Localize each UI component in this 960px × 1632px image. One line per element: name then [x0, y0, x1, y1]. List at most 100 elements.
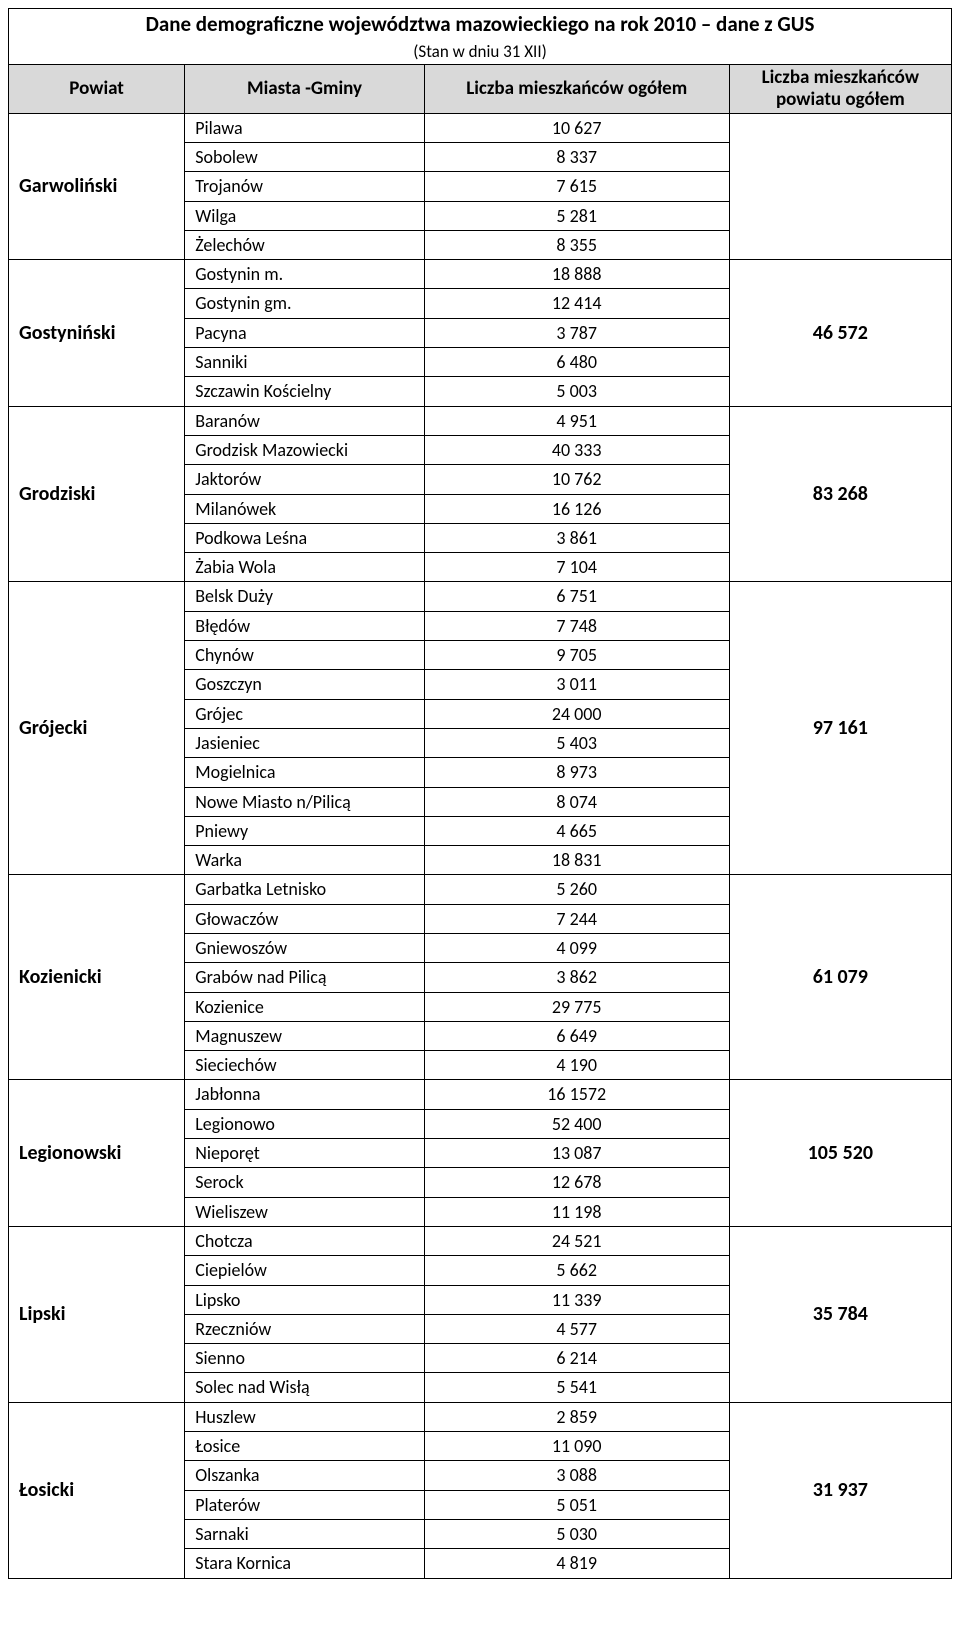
table-row: LipskiChotcza24 52135 784	[9, 1226, 952, 1255]
miasto-cell: Sieciechów	[185, 1051, 425, 1080]
population-cell: 4 819	[424, 1549, 729, 1578]
miasto-cell: Ciepielów	[185, 1256, 425, 1285]
population-cell: 7 244	[424, 904, 729, 933]
miasto-cell: Jasieniec	[185, 728, 425, 757]
powiat-total-cell	[729, 113, 951, 259]
population-cell: 3 011	[424, 670, 729, 699]
population-cell: 7 104	[424, 553, 729, 582]
population-cell: 3 787	[424, 318, 729, 347]
miasto-cell: Grodzisk Mazowiecki	[185, 435, 425, 464]
miasto-cell: Pniewy	[185, 816, 425, 845]
header-liczba-powiat-l2: powiatu ogółem	[776, 88, 905, 111]
header-liczba-ogolem: Liczba mieszkańców ogółem	[424, 65, 729, 114]
table-subtitle: (Stan w dniu 31 XII)	[9, 39, 952, 65]
population-cell: 5 281	[424, 201, 729, 230]
population-cell: 6 751	[424, 582, 729, 611]
header-miasta: Miasta -Gminy	[185, 65, 425, 114]
miasto-cell: Mogielnica	[185, 758, 425, 787]
miasto-cell: Garbatka Letnisko	[185, 875, 425, 904]
miasto-cell: Nowe Miasto n/Pilicą	[185, 787, 425, 816]
powiat-cell: Grodziski	[9, 406, 185, 582]
population-cell: 5 662	[424, 1256, 729, 1285]
population-cell: 6 214	[424, 1344, 729, 1373]
table-row: KozienickiGarbatka Letnisko5 26061 079	[9, 875, 952, 904]
population-cell: 11 198	[424, 1197, 729, 1226]
miasto-cell: Olszanka	[185, 1461, 425, 1490]
miasto-cell: Solec nad Wisłą	[185, 1373, 425, 1402]
header-powiat: Powiat	[9, 65, 185, 114]
miasto-cell: Chynów	[185, 641, 425, 670]
population-cell: 4 190	[424, 1051, 729, 1080]
miasto-cell: Żelechów	[185, 230, 425, 259]
miasto-cell: Grabów nad Pilicą	[185, 963, 425, 992]
miasto-cell: Sanniki	[185, 348, 425, 377]
population-cell: 3 862	[424, 963, 729, 992]
population-cell: 8 074	[424, 787, 729, 816]
miasto-cell: Belsk Duży	[185, 582, 425, 611]
miasto-cell: Żabia Wola	[185, 553, 425, 582]
powiat-total-cell: 105 520	[729, 1080, 951, 1226]
population-cell: 8 355	[424, 230, 729, 259]
table-title: Dane demograficzne województwa mazowieck…	[9, 9, 952, 40]
population-cell: 29 775	[424, 992, 729, 1021]
population-cell: 16 126	[424, 494, 729, 523]
powiat-cell: Lipski	[9, 1226, 185, 1402]
population-cell: 2 859	[424, 1402, 729, 1431]
miasto-cell: Jaktorów	[185, 465, 425, 494]
miasto-cell: Platerów	[185, 1490, 425, 1519]
miasto-cell: Pilawa	[185, 113, 425, 142]
miasto-cell: Chotcza	[185, 1226, 425, 1255]
population-cell: 3 861	[424, 523, 729, 552]
demographics-table: Dane demograficzne województwa mazowieck…	[8, 8, 952, 1579]
miasto-cell: Jabłonna	[185, 1080, 425, 1109]
title-row: Dane demograficzne województwa mazowieck…	[9, 9, 952, 40]
miasto-cell: Lipsko	[185, 1285, 425, 1314]
powiat-total-cell: 83 268	[729, 406, 951, 582]
table-body: GarwolińskiPilawa10 627Sobolew8 337Troja…	[9, 113, 952, 1578]
population-cell: 5 003	[424, 377, 729, 406]
miasto-cell: Błędów	[185, 611, 425, 640]
population-cell: 10 762	[424, 465, 729, 494]
population-cell: 18 831	[424, 846, 729, 875]
population-cell: 40 333	[424, 435, 729, 464]
population-cell: 18 888	[424, 260, 729, 289]
population-cell: 24 000	[424, 699, 729, 728]
miasto-cell: Grójec	[185, 699, 425, 728]
table-row: GrodziskiBaranów4 95183 268	[9, 406, 952, 435]
miasto-cell: Łosice	[185, 1432, 425, 1461]
population-cell: 7 615	[424, 172, 729, 201]
population-cell: 5 541	[424, 1373, 729, 1402]
subtitle-row: (Stan w dniu 31 XII)	[9, 39, 952, 65]
powiat-cell: Kozienicki	[9, 875, 185, 1080]
miasto-cell: Gostynin m.	[185, 260, 425, 289]
population-cell: 6 480	[424, 348, 729, 377]
population-cell: 11 339	[424, 1285, 729, 1314]
header-liczba-powiat-l1: Liczba mieszkańców	[762, 66, 919, 89]
population-cell: 12 678	[424, 1168, 729, 1197]
miasto-cell: Wieliszew	[185, 1197, 425, 1226]
population-cell: 4 951	[424, 406, 729, 435]
population-cell: 5 403	[424, 728, 729, 757]
miasto-cell: Sobolew	[185, 142, 425, 171]
population-cell: 9 705	[424, 641, 729, 670]
miasto-cell: Pacyna	[185, 318, 425, 347]
population-cell: 7 748	[424, 611, 729, 640]
powiat-total-cell: 35 784	[729, 1226, 951, 1402]
powiat-total-cell: 97 161	[729, 582, 951, 875]
miasto-cell: Magnuszew	[185, 1021, 425, 1050]
powiat-cell: Grójecki	[9, 582, 185, 875]
table-row: LegionowskiJabłonna16 1572105 520	[9, 1080, 952, 1109]
table-row: ŁosickiHuszlew2 85931 937	[9, 1402, 952, 1431]
miasto-cell: Sarnaki	[185, 1519, 425, 1548]
population-cell: 24 521	[424, 1226, 729, 1255]
population-cell: 13 087	[424, 1139, 729, 1168]
miasto-cell: Gostynin gm.	[185, 289, 425, 318]
table-row: GrójeckiBelsk Duży6 75197 161	[9, 582, 952, 611]
powiat-total-cell: 61 079	[729, 875, 951, 1080]
powiat-total-cell: 46 572	[729, 260, 951, 406]
population-cell: 16 1572	[424, 1080, 729, 1109]
miasto-cell: Huszlew	[185, 1402, 425, 1431]
powiat-cell: Łosicki	[9, 1402, 185, 1578]
powiat-total-cell: 31 937	[729, 1402, 951, 1578]
miasto-cell: Milanówek	[185, 494, 425, 523]
